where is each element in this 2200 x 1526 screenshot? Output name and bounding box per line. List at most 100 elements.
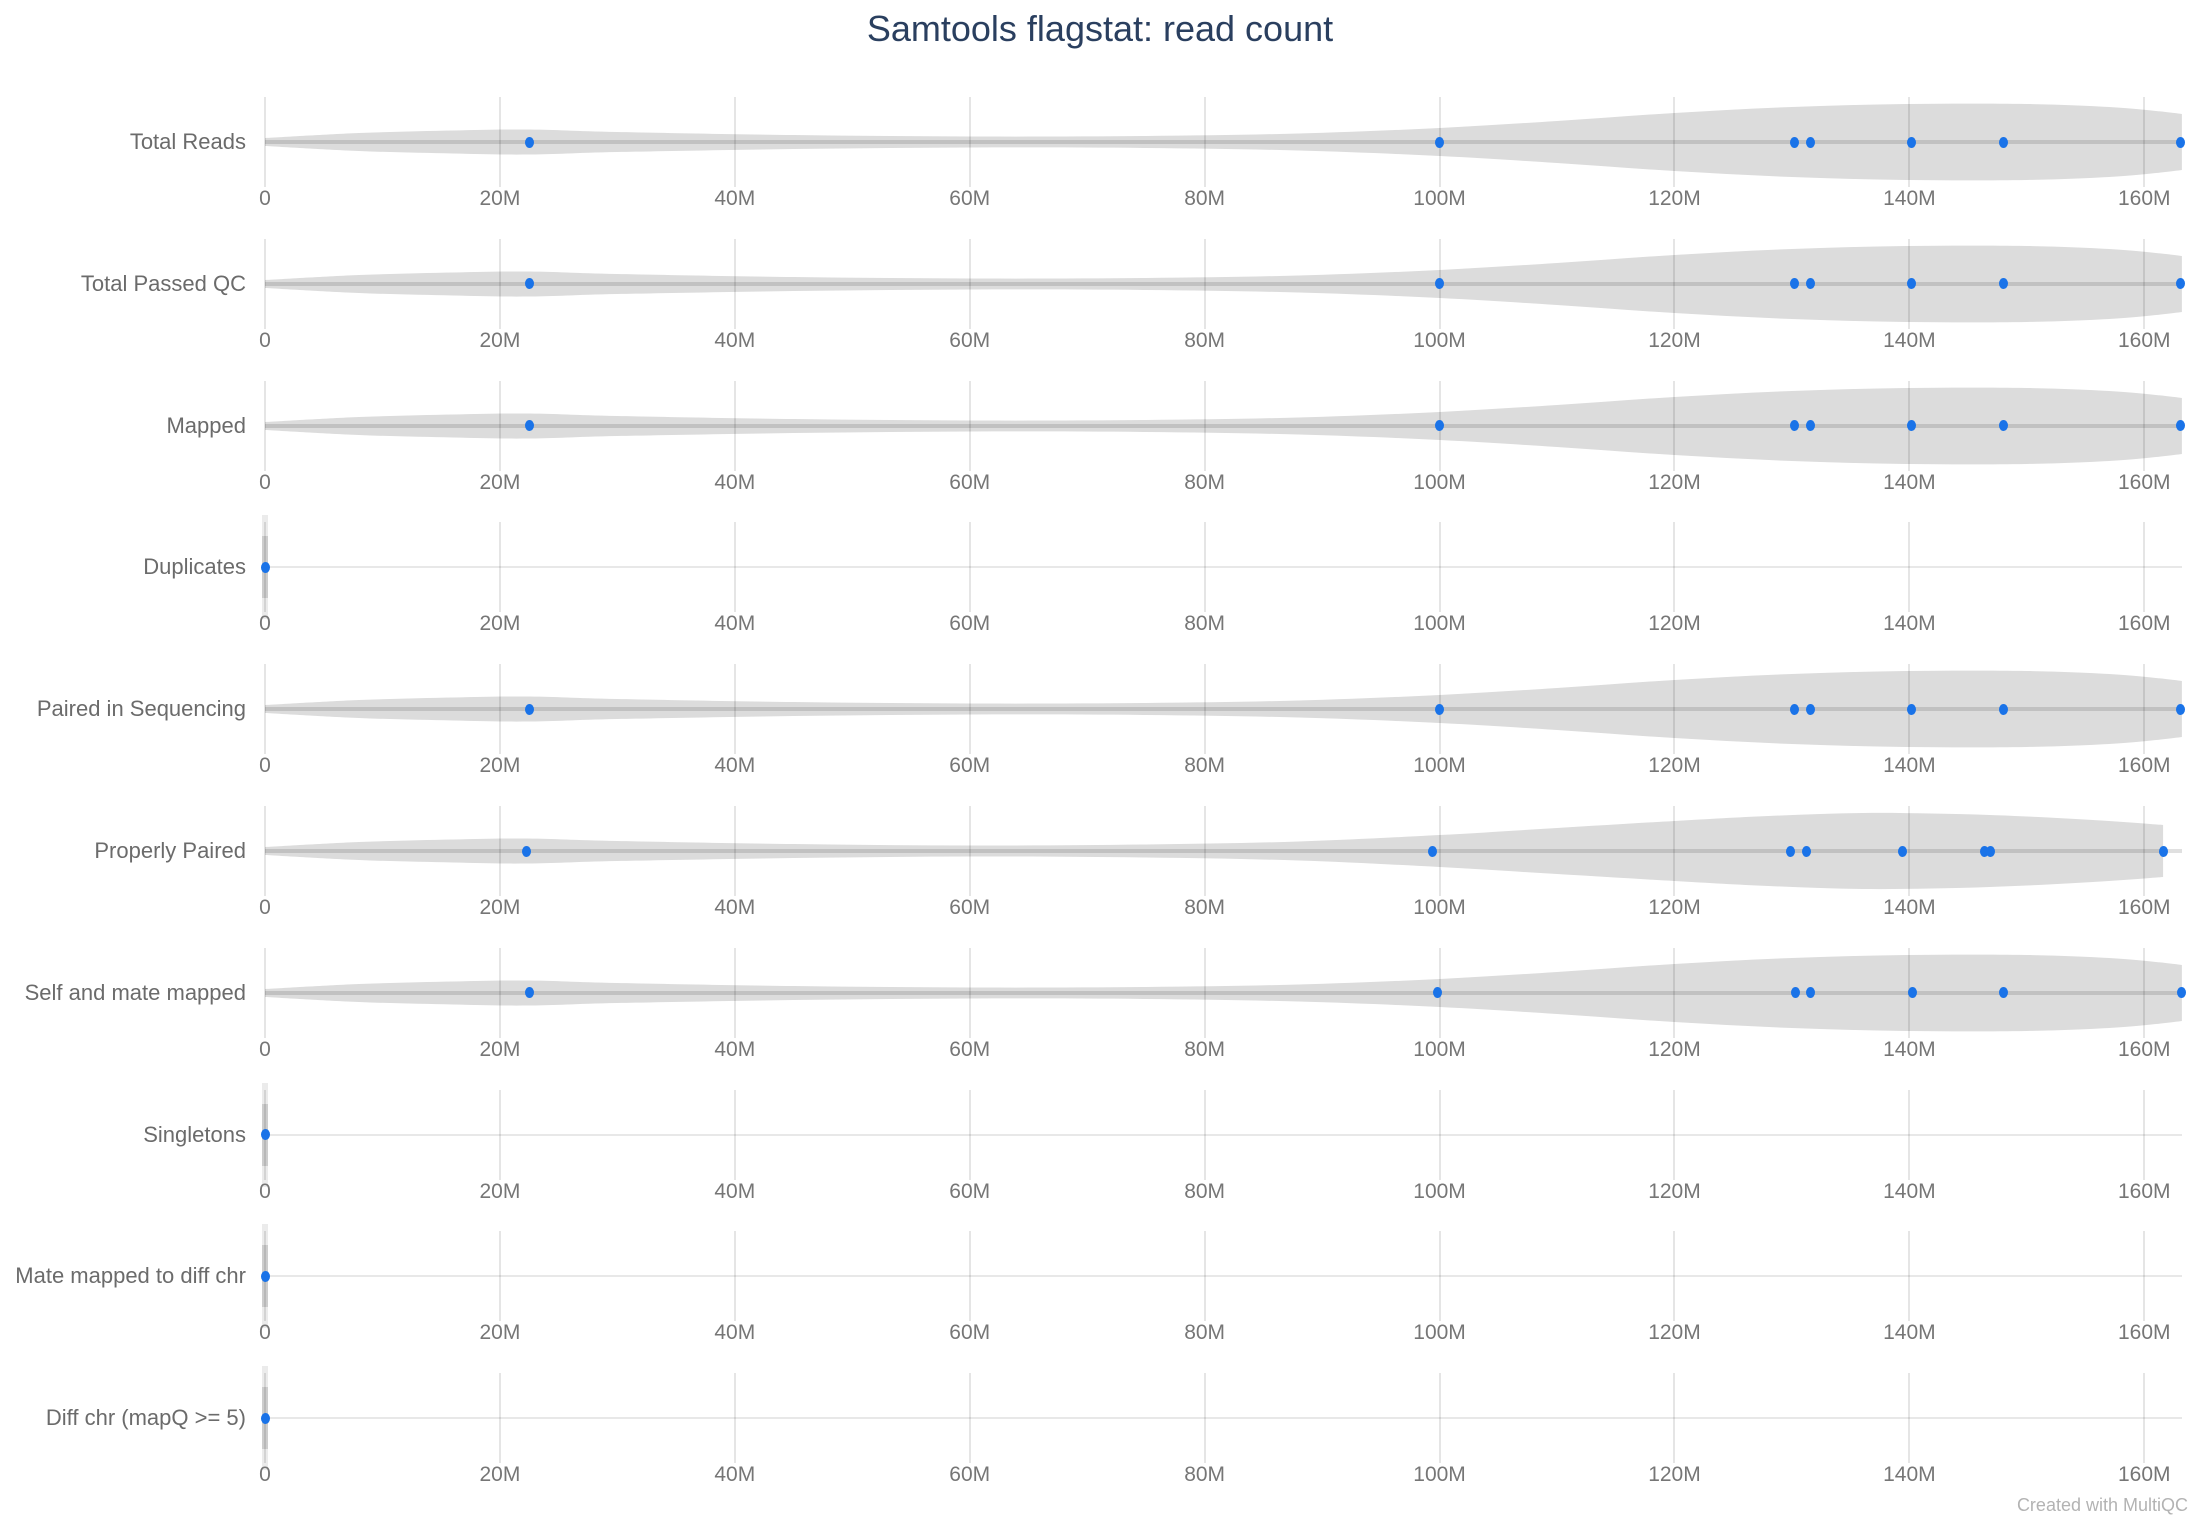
gridline <box>733 806 736 896</box>
row-plot-area[interactable]: 0 20M 40M 60M 80M 100M 120M 140M 160M <box>259 780 2200 922</box>
data-point-dot[interactable] <box>1908 987 1918 999</box>
data-point-dot[interactable] <box>2176 703 2186 715</box>
data-point-dot[interactable] <box>1897 845 1907 857</box>
violin-row: Diff chr (mapQ >= 5) 0 20M 40M 60M 80M 100M 12… <box>0 1347 2200 1489</box>
gridline <box>1438 1373 1441 1464</box>
data-point-dot[interactable] <box>1789 703 1799 715</box>
data-point-dot[interactable] <box>1998 278 2008 290</box>
data-point-dot[interactable] <box>1806 703 1816 715</box>
data-point-dot[interactable] <box>524 420 534 432</box>
data-point-dot[interactable] <box>1806 420 1816 432</box>
data-point-dot[interactable] <box>1980 845 1990 857</box>
data-point-dot[interactable] <box>1435 420 1445 432</box>
row-plot-area[interactable]: 0 20M 40M 60M 80M 100M 120M 140M 160M <box>259 213 2200 355</box>
axis-tick-label: 0 <box>259 896 271 919</box>
row-axis-line <box>265 281 2182 286</box>
row-plot-area[interactable]: 0 20M 40M 60M 80M 100M 120M 140M 160M <box>259 1064 2200 1206</box>
violin-row: Mapped 0 20M 40M 60M 80M 100M 120M 140M 160M <box>0 355 2200 497</box>
data-point-dot[interactable] <box>1806 136 1816 148</box>
data-point-dot[interactable] <box>524 278 534 290</box>
axis-tick-label: 100M <box>1413 328 1466 352</box>
row-label: Paired in Sequencing <box>36 696 246 722</box>
data-point-dot[interactable] <box>524 703 534 715</box>
gridline <box>733 97 736 187</box>
data-point-dot[interactable] <box>1907 420 1917 432</box>
data-point-dot[interactable] <box>522 845 532 857</box>
data-point-dot[interactable] <box>1435 278 1445 290</box>
row-plot-area[interactable]: 0 20M 40M 60M 80M 100M 120M 140M 160M <box>259 355 2200 497</box>
axis-tick-label: 20M <box>479 1179 521 1203</box>
data-point-dot[interactable] <box>1998 987 2008 999</box>
gridline <box>2143 380 2146 471</box>
gridline <box>264 947 266 1038</box>
data-point-dot[interactable] <box>1435 703 1445 715</box>
axis-tick-label: 80M <box>1184 612 1226 636</box>
row-plot-area[interactable]: 0 20M 40M 60M 80M 100M 120M 140M 160M <box>259 638 2200 780</box>
gridline <box>2143 97 2146 187</box>
row-label: Total Reads <box>129 129 246 154</box>
data-point-dot[interactable] <box>1985 845 1995 857</box>
data-point-dot[interactable] <box>2176 420 2186 432</box>
row-plot-area[interactable]: 0 20M 40M 60M 80M 100M 120M 140M 160M <box>259 1347 2200 1489</box>
data-point-dot[interactable] <box>260 561 270 573</box>
data-point-dot[interactable] <box>1801 845 1811 857</box>
axis-tick-label: 60M <box>949 1179 991 1203</box>
data-point-dot[interactable] <box>2177 987 2187 999</box>
data-point-dot[interactable] <box>1789 136 1799 148</box>
axis-tick-label: 0 <box>259 1179 271 1203</box>
gridline <box>264 806 266 896</box>
axis-tick-label: 160M <box>2118 328 2171 352</box>
row-plot-area[interactable]: 0 20M 40M 60M 80M 100M 120M 140M 160M <box>259 496 2200 638</box>
gridline <box>968 664 971 755</box>
data-point-dot[interactable] <box>1427 845 1437 857</box>
gridline <box>498 664 501 755</box>
data-point-dot[interactable] <box>260 1270 270 1282</box>
data-point-dot[interactable] <box>1907 278 1917 290</box>
data-point-dot[interactable] <box>1998 703 2008 715</box>
data-point-dot[interactable] <box>1435 136 1445 148</box>
data-point-dot[interactable] <box>260 1129 270 1141</box>
gridline <box>1673 380 1676 471</box>
gridline <box>1673 1373 1676 1464</box>
axis-tick-label: 20M <box>479 1321 521 1345</box>
data-point-dot[interactable] <box>2176 136 2186 148</box>
axis-tick-label: 120M <box>1648 1463 1701 1487</box>
data-point-dot[interactable] <box>2176 278 2186 290</box>
data-point-dot[interactable] <box>1786 845 1796 857</box>
data-point-dot[interactable] <box>1907 703 1917 715</box>
axis-tick-label: 60M <box>949 896 991 919</box>
axis-tick-label: 160M <box>2118 1037 2171 1061</box>
row-plot-area[interactable]: 0 20M 40M 60M 80M 100M 120M 140M 160M <box>259 71 2200 213</box>
data-point-dot[interactable] <box>260 1412 270 1424</box>
data-point-dot[interactable] <box>1432 987 1442 999</box>
axis-tick-label: 80M <box>1184 1037 1226 1061</box>
axis-tick-label: 160M <box>2118 470 2171 494</box>
data-point-dot[interactable] <box>1789 278 1799 290</box>
data-point-dot[interactable] <box>1907 136 1917 148</box>
data-point-dot[interactable] <box>1998 420 2008 432</box>
data-point-dot[interactable] <box>1806 278 1816 290</box>
gridline <box>498 947 501 1038</box>
data-point-dot[interactable] <box>1790 987 1800 999</box>
data-point-dot[interactable] <box>524 136 534 148</box>
violin-row: Total Passed QC 0 20M 40M 60M 80M 100M 120M 140… <box>0 213 2200 355</box>
data-point-dot[interactable] <box>1998 136 2008 148</box>
data-point-dot[interactable] <box>2158 845 2168 857</box>
data-point-dot[interactable] <box>524 987 534 999</box>
gridline <box>968 947 971 1038</box>
gridline <box>1908 522 1911 613</box>
row-plot-area[interactable]: 0 20M 40M 60M 80M 100M 120M 140M 160M <box>259 922 2200 1064</box>
row-axis-line <box>265 707 2182 712</box>
gridline <box>498 238 501 329</box>
axis-tick-label: 40M <box>714 1321 756 1345</box>
data-point-dot[interactable] <box>1789 420 1799 432</box>
gridline <box>968 1089 971 1180</box>
data-point-dot[interactable] <box>1806 987 1816 999</box>
axis-tick-label: 80M <box>1184 754 1226 778</box>
gridline <box>968 1373 971 1464</box>
axis-tick-label: 0 <box>259 1037 271 1061</box>
axis-tick-label: 40M <box>714 328 756 352</box>
gridline <box>1203 664 1206 755</box>
row-plot-area[interactable]: 0 20M 40M 60M 80M 100M 120M 140M 160M <box>259 1205 2200 1347</box>
gridline <box>1673 1231 1676 1322</box>
